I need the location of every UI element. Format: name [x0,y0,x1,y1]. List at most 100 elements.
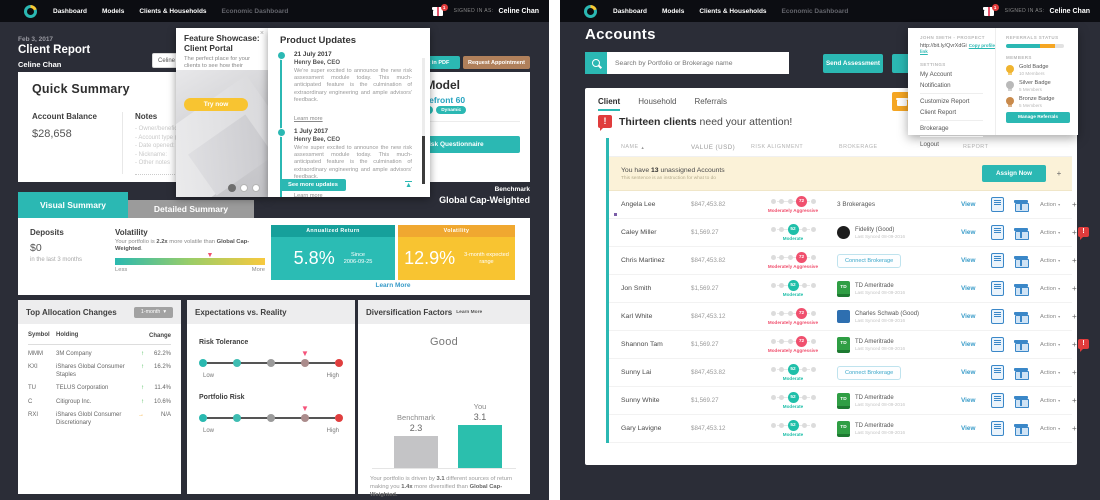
account-row[interactable]: Gary Lavigne $847,453.12 52 Moderate TD TD Am… [609,415,1077,443]
gift-report-icon[interactable] [1014,227,1029,240]
action-menu[interactable]: Action ▾ [1040,258,1072,264]
scrollbar-thumb[interactable] [422,136,425,184]
assign-now-button[interactable]: Assign Now [982,165,1046,182]
action-menu[interactable]: Action ▾ [1040,202,1072,208]
connect-brokerage-button[interactable]: Connect Brokerage [837,253,902,268]
view-link[interactable]: View [961,341,976,348]
tab-visual-summary[interactable]: Visual Summary [18,192,128,218]
row-plus-button[interactable]: + [1072,396,1077,405]
menu-item-notification[interactable]: Notification [920,81,951,89]
menu-item-logout[interactable]: Logout [920,140,939,148]
close-icon[interactable]: × [259,30,264,37]
row-plus-button[interactable]: + [1072,200,1077,209]
action-menu[interactable]: Action ▾ [1040,342,1072,348]
pdf-icon[interactable] [991,337,1004,352]
action-menu[interactable]: Action ▾ [1040,370,1072,376]
allocation-period-dropdown[interactable]: 1-month ▾ [133,306,173,318]
nav-item-models[interactable]: Models [661,7,685,15]
model-name-link[interactable]: Wavefront 60 [412,95,466,105]
pdf-icon[interactable] [991,421,1004,436]
value-header[interactable]: VALUE (USD) [691,143,736,151]
gift-report-icon[interactable] [1014,395,1029,408]
signed-in-user[interactable]: Celine Chan [1049,7,1090,15]
slider-track[interactable]: ▼ [199,405,343,423]
nav-item-clients-households[interactable]: Clients & Households [699,7,767,15]
action-menu[interactable]: Action ▾ [1040,230,1072,236]
view-link[interactable]: View [961,397,976,404]
tab-client[interactable]: Client [598,97,621,111]
try-now-button[interactable]: Try now [184,98,248,111]
summary-learn-more-link[interactable]: Learn More [375,282,411,289]
learn-more-link[interactable]: Learn more [294,116,323,123]
nav-item-models[interactable]: Models [101,7,125,15]
pagination-dot-active[interactable] [228,184,236,192]
gift-button[interactable] [892,92,913,111]
signed-in-user[interactable]: Celine Chan [498,7,539,15]
risk-alignment-header[interactable]: RISK ALIGNMENT [751,144,804,150]
account-row[interactable]: Chris Martinez $847,453.82 72 Moderately Ag… [609,247,1077,275]
tab-household[interactable]: Household [638,97,677,106]
view-link[interactable]: View [961,285,976,292]
search-button[interactable] [585,52,607,74]
gift-report-icon[interactable] [1014,311,1029,324]
showcase-pagination-dots[interactable] [228,184,260,192]
gift-report-icon[interactable] [1014,423,1029,436]
report-header[interactable]: REPORT [963,144,989,150]
pdf-icon[interactable] [991,365,1004,380]
name-header[interactable]: NAME ▲ [621,144,646,150]
row-plus-button[interactable]: + [1072,256,1077,265]
connect-brokerage-button[interactable]: Connect Brokerage [837,365,902,380]
action-menu[interactable]: Action ▾ [1040,286,1072,292]
tab-detailed-summary[interactable]: Detailed Summary [128,200,254,218]
account-row[interactable]: Karl White $847,453.12 72 Moderately Aggres… [609,303,1077,331]
row-plus-button[interactable]: + [1072,312,1077,321]
view-link[interactable]: View [961,369,976,376]
banner-plus-button[interactable]: + [1056,169,1062,178]
menu-item-customize-report[interactable]: Customize Report [920,97,970,105]
view-link[interactable]: View [961,229,976,236]
gift-report-icon[interactable] [1014,255,1029,268]
account-row[interactable]: Sunny Lai $847,453.82 52 Moderate Connect Br… [609,359,1077,387]
request-appointment-button[interactable]: Request Appointment [463,56,530,69]
slider-track[interactable]: ▼ [199,350,343,368]
action-menu[interactable]: Action ▾ [1040,426,1072,432]
tab-referrals[interactable]: Referrals [694,97,727,106]
row-plus-button[interactable]: + [1072,368,1077,377]
notifications-gift-icon[interactable]: 1 [982,3,999,17]
learn-more-link[interactable]: Learn more [294,193,323,197]
row-plus-button[interactable]: + [1072,228,1077,237]
account-row[interactable]: Shannon Tam $1,569.27 72 Moderately Aggress… [609,331,1089,359]
pdf-icon[interactable] [991,393,1004,408]
scroll-to-top-icon[interactable]: ▲ [405,181,412,189]
view-link[interactable]: View [961,201,976,208]
pagination-dot[interactable] [240,184,248,192]
account-row[interactable]: Caley Miller $1,569.27 52 Moderate Fidelity … [609,219,1089,247]
pdf-icon[interactable] [991,281,1004,296]
view-link[interactable]: View [961,313,976,320]
pagination-dot[interactable] [252,184,260,192]
nav-item-clients-households[interactable]: Clients & Households [139,7,207,15]
nav-item-economic-dashboard[interactable]: Economic Dashboard [781,7,849,15]
gift-report-icon[interactable] [1014,367,1029,380]
nav-item-dashboard[interactable]: Dashboard [613,7,647,15]
pdf-icon[interactable] [991,253,1004,268]
gift-report-icon[interactable] [1014,199,1029,212]
view-link[interactable]: View [961,257,976,264]
diversification-learn-more-link[interactable]: Learn More [456,309,483,315]
account-row[interactable]: Jon Smith $1,569.27 52 Moderate TD TD Ameritr… [609,275,1077,303]
app-logo-icon[interactable] [24,4,37,18]
scrollbar-track[interactable] [422,58,425,169]
action-menu[interactable]: Action ▾ [1040,314,1072,320]
manage-referrals-button[interactable]: Manage Referrals [1006,112,1070,123]
menu-item-my-account[interactable]: My Account [920,70,952,78]
row-plus-button[interactable]: + [1072,284,1077,293]
copy-profile-link[interactable]: Copy profile link [920,42,995,54]
pdf-icon[interactable] [991,309,1004,324]
view-link[interactable]: View [961,425,976,432]
action-menu[interactable]: Action ▾ [1040,398,1072,404]
menu-item-brokerage[interactable]: Brokerage [920,124,949,132]
nav-item-economic-dashboard[interactable]: Economic Dashboard [221,7,289,15]
gift-report-icon[interactable] [1014,283,1029,296]
pdf-icon[interactable] [991,225,1004,240]
brokerage-header[interactable]: BROKERAGE [839,144,878,150]
